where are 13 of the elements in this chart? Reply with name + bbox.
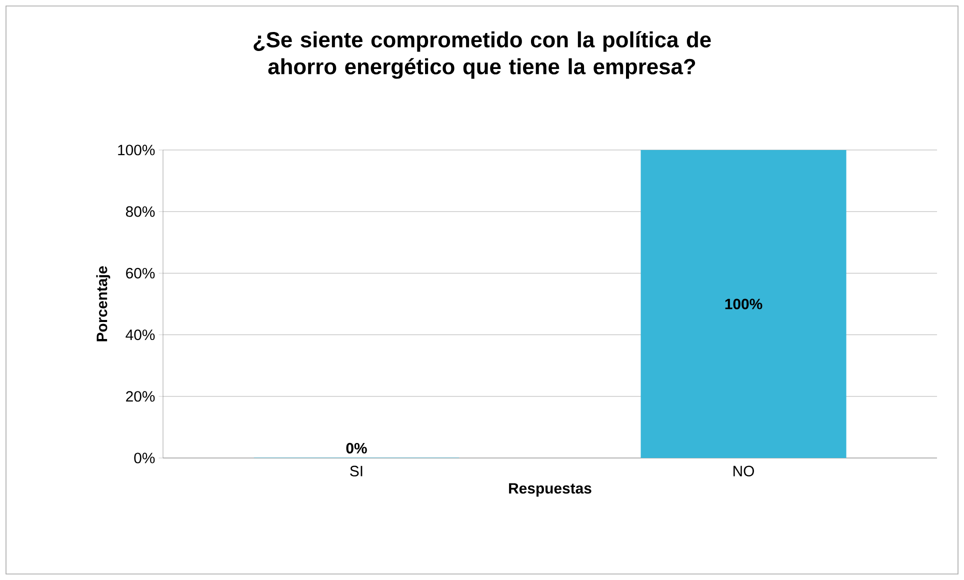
y-tick-label: 0%: [134, 452, 155, 464]
y-tick-label: 20%: [126, 391, 155, 402]
y-tick-label: 100%: [118, 144, 155, 156]
chart-title: ¿Se siente comprometido con la política de ahorro energético que tiene la empresa?: [254, 31, 711, 79]
x-tick-label: NO: [734, 466, 754, 476]
x-axis-title: Respuestas: [509, 483, 592, 497]
y-axis-title: Porcentaje: [96, 266, 110, 342]
x-tick-label: SI: [350, 466, 362, 476]
data-label: 0%: [346, 442, 367, 454]
y-tick-label: 40%: [126, 330, 155, 340]
data-label: 100%: [725, 298, 762, 310]
y-tick-label: 80%: [126, 206, 155, 217]
y-tick-label: 60%: [126, 268, 155, 278]
